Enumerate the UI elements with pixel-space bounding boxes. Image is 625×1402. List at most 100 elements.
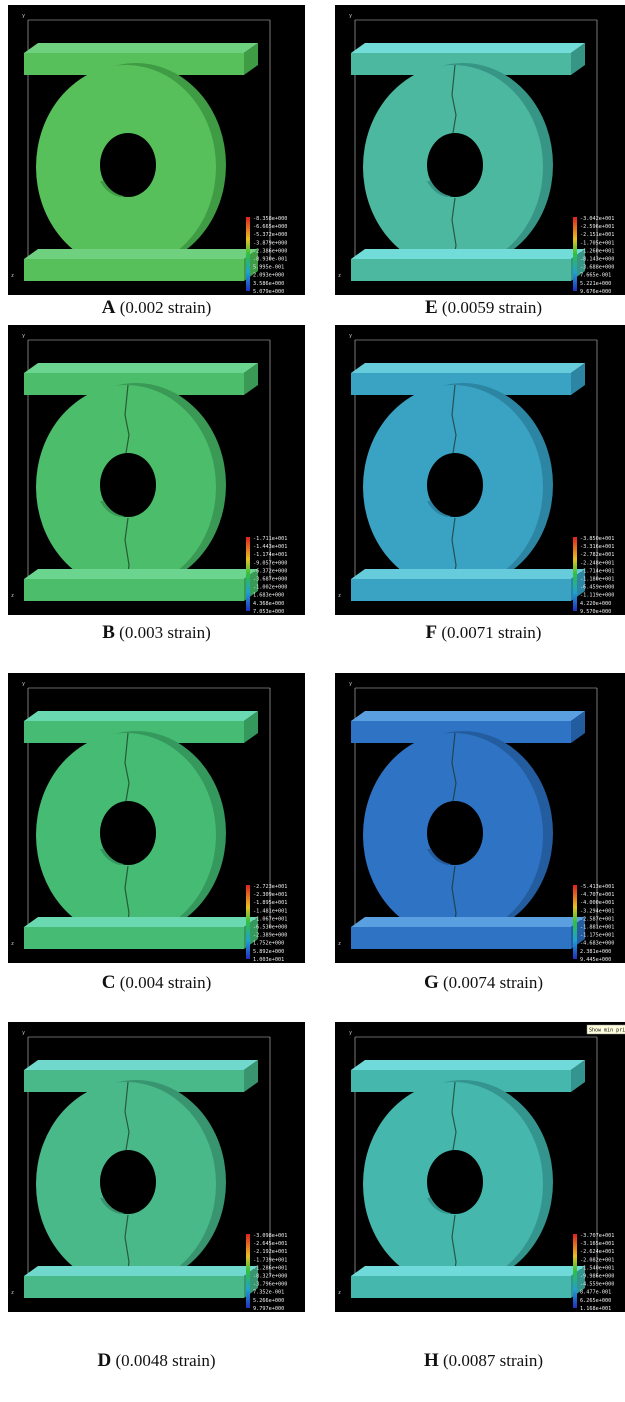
axis-label: z [338, 593, 341, 599]
colorbar-label: -1.540e+001 [580, 1265, 614, 1271]
colorbar-label: -3.294e+001 [580, 908, 614, 914]
bar-top-face [351, 363, 585, 373]
panel-strain: (0.002 strain) [120, 298, 212, 317]
colorbar-label: -1.443e+001 [253, 544, 287, 550]
colorbar-label: 2.093e+000 [253, 273, 284, 279]
caption: E (0.0059 strain) [335, 297, 625, 319]
caption: G (0.0074 strain) [335, 972, 625, 994]
caption: B (0.003 strain) [8, 622, 305, 644]
colorbar-label: 7.352e-001 [253, 1290, 284, 1296]
colorbar-label: -5.413e+001 [580, 884, 614, 890]
colorbar-label: -2.248e+001 [580, 560, 614, 566]
colorbar-label: -2.624e+001 [580, 1249, 614, 1255]
panel-strain: (0.0048 strain) [115, 1351, 215, 1370]
colorbar-label: 5.995e-001 [253, 265, 284, 271]
colorbar-label: 9.797e+000 [253, 1306, 284, 1312]
colorbar-label: -1.002e+000 [253, 585, 287, 591]
simulation-panel: yz-2.723e+001-2.309e+001-1.895e+001-1.48… [8, 673, 305, 963]
colorbar-label: -2.309e+001 [253, 892, 287, 898]
colorbar-label: 9.445e+000 [580, 957, 611, 963]
colorbar-label: -3.850e+001 [580, 536, 614, 542]
colorbar-label: 9.676e+000 [580, 289, 611, 295]
colorbar-label: -3.879e+000 [253, 240, 287, 246]
bar-front [351, 927, 571, 949]
panel-letter: G [424, 972, 439, 993]
panel-letter: B [102, 622, 115, 643]
axis-label: y [349, 1030, 352, 1036]
colorbar [246, 537, 250, 611]
colorbar [573, 537, 577, 611]
bar-top-face [24, 1060, 258, 1070]
bar-top-face [24, 1266, 258, 1276]
colorbar-label: 6.265e+000 [580, 1298, 611, 1304]
colorbar-label: 1.003e+001 [253, 957, 284, 963]
tooltip: Show min principal [589, 1028, 625, 1034]
colorbar-label: 5.266e+000 [253, 1298, 284, 1304]
axis-label: z [338, 273, 341, 279]
colorbar-label: -2.389e+000 [253, 933, 287, 939]
bar-front [24, 927, 244, 949]
colorbar-label: -1.180e+001 [580, 577, 614, 583]
colorbar [246, 885, 250, 959]
colorbar-label: -2.192e+001 [253, 1249, 287, 1255]
bar-top-face [351, 43, 585, 53]
bar-front [24, 1276, 244, 1298]
bar-top-face [351, 1266, 585, 1276]
bar-top-face [351, 917, 585, 927]
colorbar-label: -9.986e+000 [580, 1274, 614, 1280]
axis-label: z [11, 941, 14, 947]
caption: F (0.0071 strain) [335, 622, 625, 644]
caption: A (0.002 strain) [8, 297, 305, 319]
colorbar-label: 7.665e-001 [580, 273, 611, 279]
axis-label: z [11, 1290, 14, 1296]
colorbar-label: -1.286e+001 [253, 1265, 287, 1271]
colorbar-label: -2.151e+001 [580, 232, 614, 238]
colorbar-label: 1.168e+001 [580, 1306, 611, 1312]
bar-front [351, 1276, 571, 1298]
colorbar-label: -2.723e+001 [253, 884, 287, 890]
axis-label: z [338, 941, 341, 947]
colorbar-label: -8.930e-001 [253, 257, 287, 263]
colorbar [573, 885, 577, 959]
colorbar-label: -4.000e+001 [580, 900, 614, 906]
colorbar-label: -6.459e+000 [580, 585, 614, 591]
simulation-panel: yz-3.042e+001-2.596e+001-2.151e+001-1.70… [335, 5, 625, 295]
colorbar-label: 1.752e+000 [253, 941, 284, 947]
colorbar-label: -2.782e+001 [580, 552, 614, 558]
colorbar-label: -3.042e+001 [580, 216, 614, 222]
colorbar-label: -2.596e+001 [580, 224, 614, 230]
colorbar-label: -8.143e+000 [580, 257, 614, 263]
simulation-panel: yz-3.707e+001-3.165e+001-2.624e+001-2.08… [335, 1022, 625, 1312]
colorbar-label: -1.714e+001 [580, 568, 614, 574]
colorbar-label: -6.665e+000 [253, 224, 287, 230]
colorbar-label: 8.477e-001 [580, 1290, 611, 1296]
colorbar-label: -1.260e+001 [580, 248, 614, 254]
panel-strain: (0.0071 strain) [441, 623, 541, 642]
colorbar-label: -2.386e+000 [253, 248, 287, 254]
caption: D (0.0048 strain) [8, 1350, 305, 1372]
colorbar-label: -4.683e+000 [580, 941, 614, 947]
panel-strain: (0.004 strain) [120, 973, 212, 992]
colorbar-label: -1.067e+001 [253, 916, 287, 922]
panel-strain: (0.0087 strain) [443, 1351, 543, 1370]
bar-top-face [351, 711, 585, 721]
axis-label: y [349, 333, 352, 339]
bar-front [24, 259, 244, 281]
bar-top-face [351, 569, 585, 579]
axis-label: z [11, 273, 14, 279]
bar-front [24, 579, 244, 601]
colorbar-label: -5.372e+000 [253, 232, 287, 238]
colorbar-label: -4.559e+000 [580, 1282, 614, 1288]
colorbar-label: 4.368e+000 [253, 601, 284, 607]
caption: C (0.004 strain) [8, 972, 305, 994]
colorbar-label: -3.707e+001 [580, 1233, 614, 1239]
colorbar [246, 1234, 250, 1308]
panel-letter: E [425, 297, 438, 318]
colorbar-label: 5.892e+000 [253, 949, 284, 955]
colorbar-label: -1.705e+001 [580, 240, 614, 246]
panel-letter: A [102, 297, 116, 318]
simulation-panel: yz-1.711e+001-1.443e+001-1.174e+001-9.05… [8, 325, 305, 615]
colorbar-label: -6.530e+000 [253, 925, 287, 931]
bar-top-face [24, 249, 258, 259]
colorbar [246, 217, 250, 291]
